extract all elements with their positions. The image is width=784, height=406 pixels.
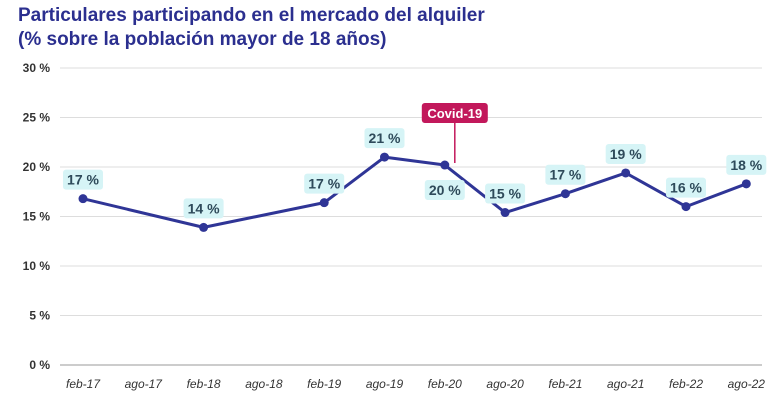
data-label: 14 %: [188, 200, 220, 216]
x-tick-label: ago-22: [728, 377, 766, 391]
chart-title-line-1: Particulares participando en el mercado …: [18, 5, 485, 26]
data-label: 15 %: [489, 186, 521, 202]
y-tick-label: 10 %: [23, 259, 51, 273]
y-tick-label: 0 %: [29, 358, 50, 372]
data-label: 16 %: [670, 180, 702, 196]
x-tick-label: ago-20: [486, 377, 524, 391]
data-point: [500, 208, 510, 218]
chart-title: Particulares participando en el mercado …: [18, 4, 485, 52]
y-tick-label: 20 %: [23, 160, 51, 174]
x-tick-label: feb-18: [187, 377, 221, 391]
data-label-bg: [183, 198, 224, 219]
data-label: 17 %: [67, 172, 99, 188]
x-tick-label: ago-18: [245, 377, 283, 391]
data-label-bg: [666, 177, 706, 198]
data-label-bg: [63, 169, 103, 190]
data-point: [199, 222, 209, 232]
x-tick-label: feb-22: [669, 377, 703, 391]
data-point: [560, 189, 570, 199]
data-label-bg: [485, 183, 526, 204]
data-label: 21 %: [369, 130, 401, 146]
data-point: [741, 179, 751, 189]
data-label: 18 %: [730, 157, 762, 173]
x-tick-label: feb-19: [307, 377, 341, 391]
data-label-bg: [726, 154, 767, 175]
x-tick-label: feb-21: [548, 377, 582, 391]
data-label: 19 %: [610, 146, 642, 162]
y-tick-label: 30 %: [23, 61, 51, 75]
x-tick-label: ago-19: [366, 377, 404, 391]
chart-subtitle: (% sobre la población mayor de 18 años): [18, 29, 387, 50]
data-label: 20 %: [429, 182, 461, 198]
data-point: [78, 194, 88, 204]
data-point: [319, 198, 329, 208]
y-tick-label: 5 %: [29, 309, 50, 323]
x-tick-label: feb-20: [428, 377, 462, 391]
y-tick-label: 25 %: [23, 111, 51, 125]
data-label: 17 %: [549, 167, 581, 183]
annotation-label: Covid-19: [427, 106, 482, 121]
data-point: [380, 152, 389, 162]
annotation-box: [421, 103, 488, 123]
series-line: [82, 155, 747, 229]
y-tick-label: 15 %: [23, 210, 51, 224]
x-tick-label: ago-17: [125, 377, 164, 391]
x-tick-label: feb-17: [66, 377, 101, 391]
data-label-bg: [364, 128, 405, 149]
data-point: [621, 168, 631, 178]
data-label-bg: [304, 173, 345, 194]
data-label-bg: [605, 143, 646, 164]
data-point: [440, 160, 450, 170]
x-tick-label: ago-21: [607, 377, 644, 391]
data-point: [681, 202, 691, 212]
data-label: 17 %: [308, 176, 340, 192]
data-label-bg: [545, 164, 586, 185]
data-label-bg: [424, 180, 465, 201]
